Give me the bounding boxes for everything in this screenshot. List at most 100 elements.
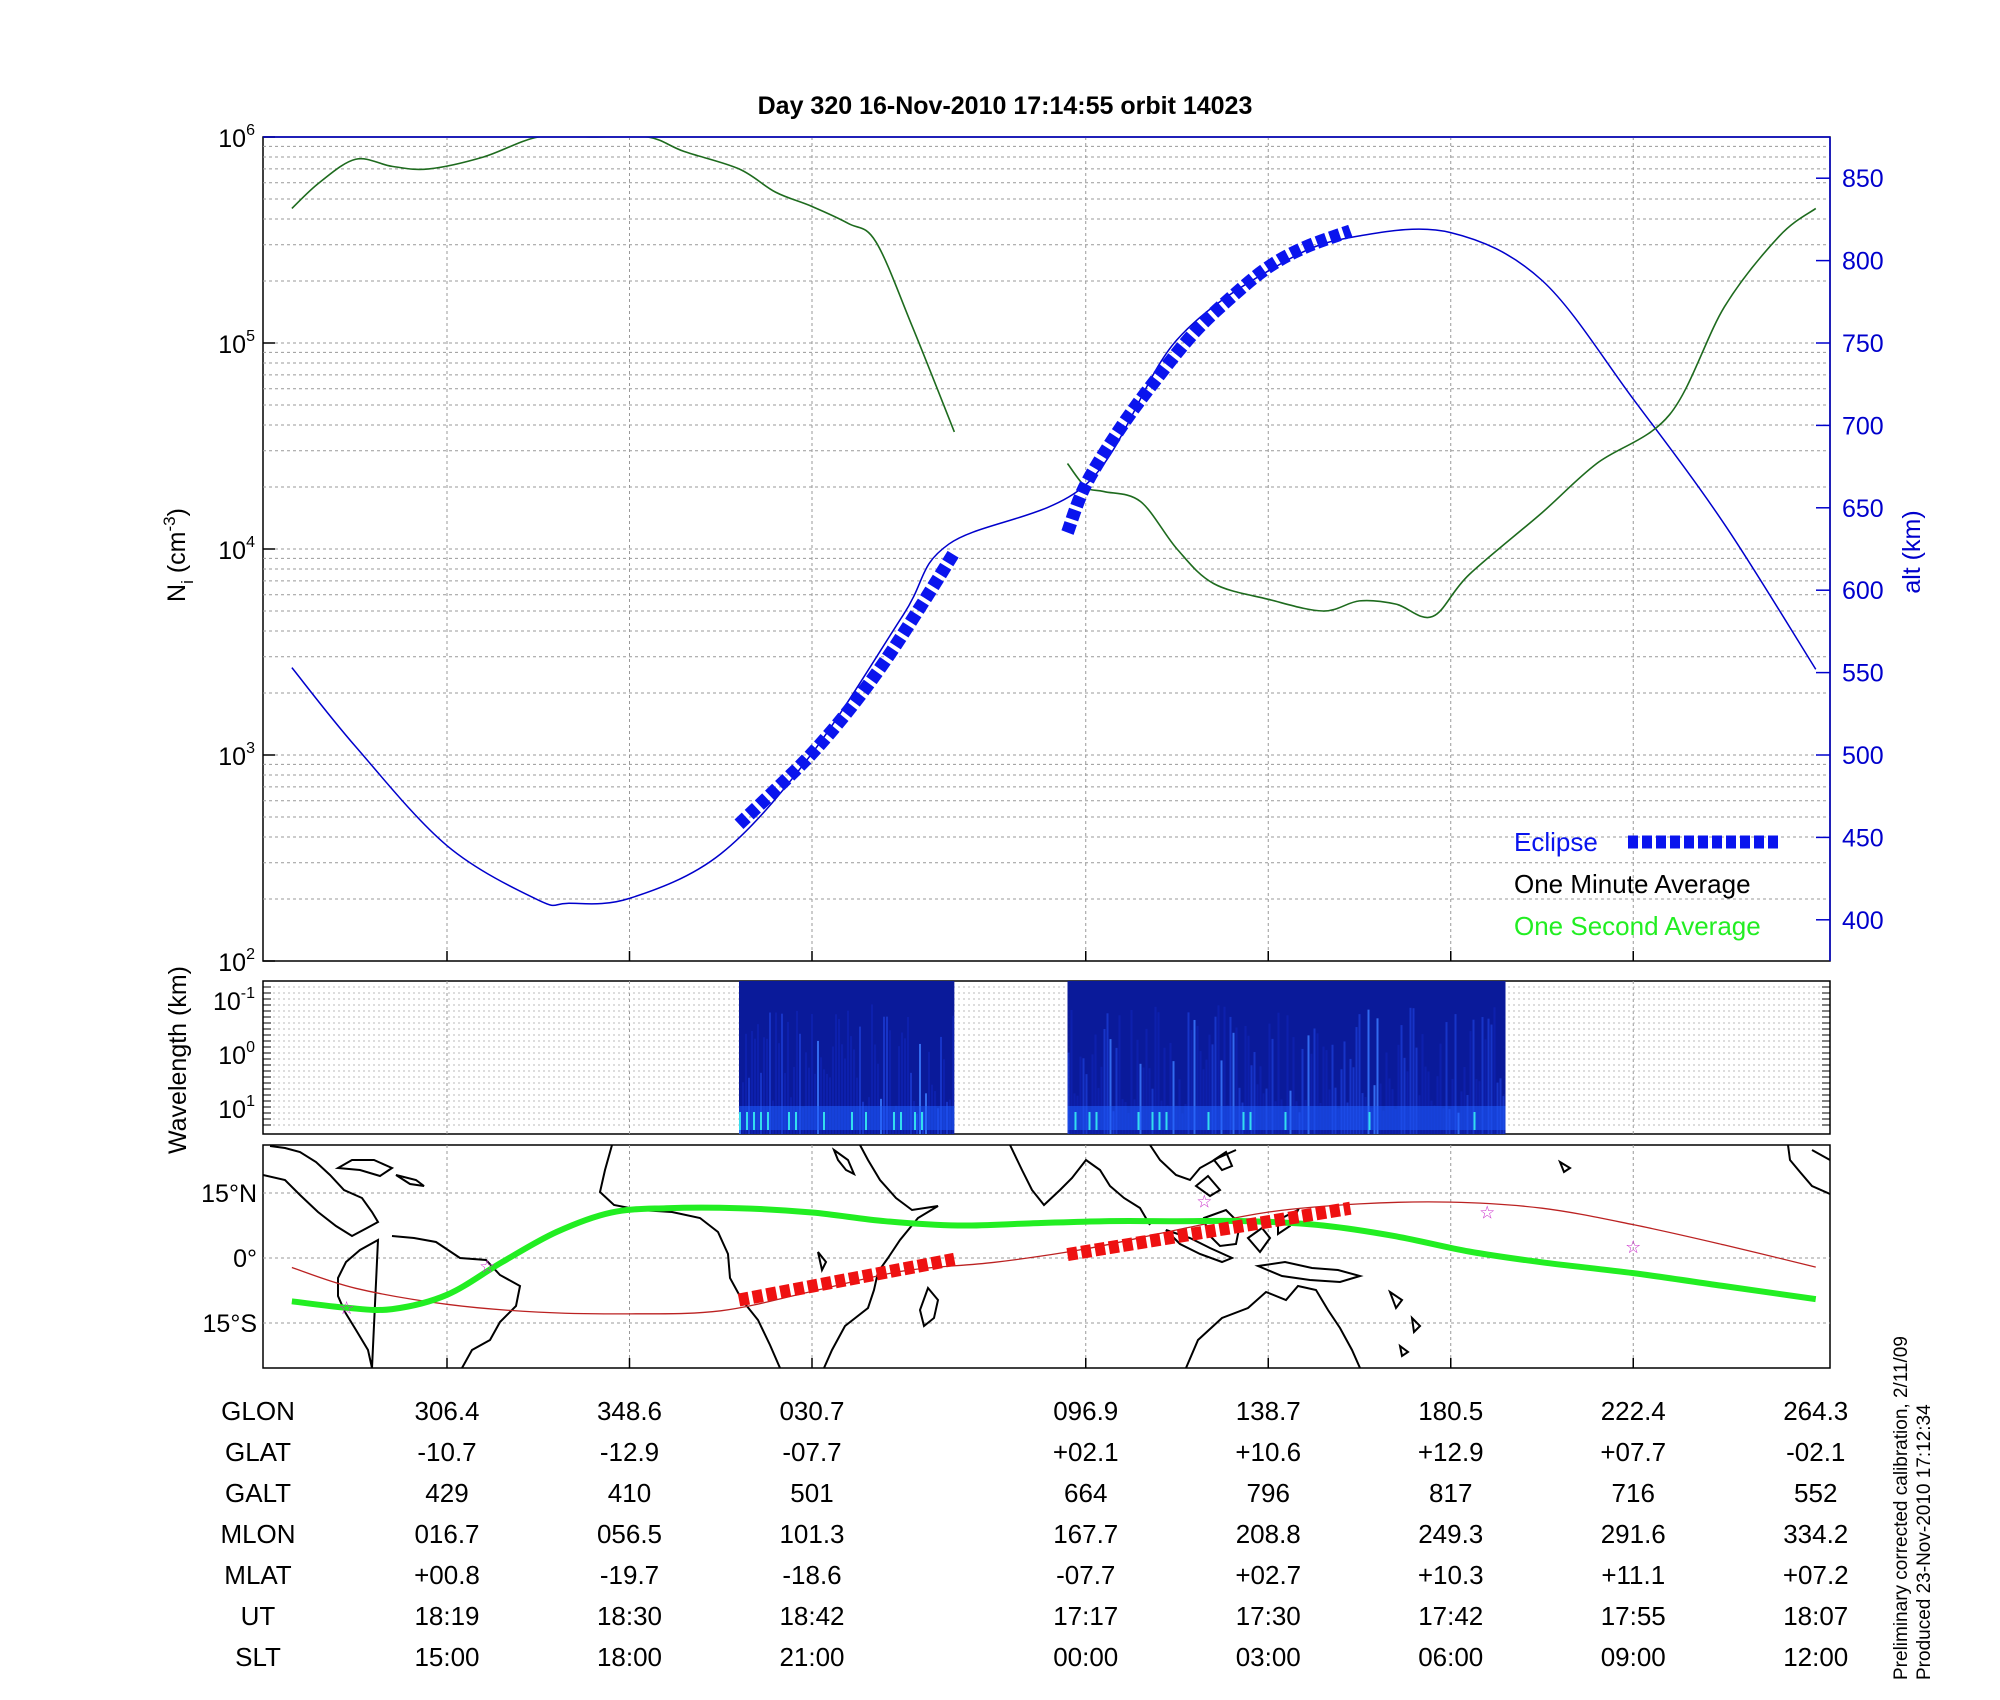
spec-streak — [835, 1014, 837, 1134]
y-tick-label: 105 — [218, 328, 255, 359]
spec-streak — [1385, 1052, 1388, 1134]
table-cell: 222.4 — [1601, 1396, 1666, 1426]
calibration-note-line1: Preliminary corrected calibration, 2/11/… — [1891, 1336, 1912, 1680]
table-row-label: GLON — [221, 1396, 295, 1426]
right-y-ticks: 400 450 500 550 600 650 700 750 800 850 — [1816, 165, 1884, 935]
spec-streak — [1217, 1005, 1220, 1134]
spec-streak — [1103, 1028, 1106, 1134]
calibration-note: Preliminary corrected calibration, 2/11/… — [1890, 1336, 1936, 1680]
spec-bright — [1284, 1112, 1287, 1130]
y-tick-label: 106 — [218, 122, 255, 153]
spec-streak — [853, 1049, 855, 1134]
spec-streak — [823, 1069, 825, 1134]
spec-streak — [871, 1004, 873, 1134]
spec-streak — [907, 1016, 909, 1134]
spec-streak — [1427, 1071, 1430, 1134]
spec-streak — [1244, 1025, 1247, 1134]
spec-bright — [1158, 1112, 1161, 1130]
table-cell: 180.5 — [1418, 1396, 1483, 1426]
spec-bright — [1088, 1112, 1091, 1130]
spec-streak — [1322, 1046, 1325, 1134]
spec-streak — [796, 1010, 798, 1134]
spec-streak — [1157, 1012, 1160, 1134]
spec-streak — [859, 1026, 861, 1134]
map-lat-label: 15°N — [201, 1180, 257, 1208]
spec-bright — [1207, 1112, 1210, 1130]
table-cell: 17:17 — [1053, 1601, 1118, 1631]
spec-streak — [1454, 1014, 1457, 1134]
spec-streak — [1310, 1053, 1313, 1134]
spec-streak — [919, 1043, 921, 1134]
spec-bright — [865, 1112, 867, 1130]
table-row-label: SLT — [235, 1642, 281, 1672]
map-lat-label: 15°S — [203, 1310, 257, 1338]
coastlines — [263, 1145, 1830, 1368]
spec-streak — [1187, 1012, 1190, 1134]
spec-bright — [1165, 1112, 1168, 1130]
spec-streak — [1340, 1069, 1343, 1134]
table-cell: 334.2 — [1783, 1519, 1848, 1549]
legend-eclipse-label: Eclipse — [1514, 827, 1598, 857]
ion-density-series — [291, 137, 1817, 619]
table-cell: 016.7 — [414, 1519, 479, 1549]
spec-streak — [952, 1015, 954, 1134]
table-cell: 429 — [425, 1478, 468, 1508]
y2-axis-label: alt (km) — [1898, 510, 1926, 593]
legend-minute-label: One Minute Average — [1514, 869, 1751, 899]
spectrogram-data — [739, 981, 1506, 1134]
y-tick-label: 103 — [218, 740, 255, 771]
spec-streak — [1376, 1018, 1379, 1134]
spec-streak — [1439, 1043, 1442, 1134]
spec-streak — [1253, 1052, 1256, 1134]
map-lat-label: 0° — [233, 1245, 257, 1273]
spec-streak — [943, 1059, 945, 1134]
spec-streak — [1148, 1068, 1151, 1134]
spec-streak — [811, 1014, 813, 1134]
table-cell: 17:42 — [1418, 1601, 1483, 1631]
table-cell: -12.9 — [600, 1437, 659, 1467]
table-cell: 15:00 — [414, 1642, 479, 1672]
minute-track — [291, 1201, 1816, 1315]
spec-bright — [1137, 1112, 1140, 1130]
table-cell: 348.6 — [597, 1396, 662, 1426]
table-cell: 056.5 — [597, 1519, 662, 1549]
spec-streak — [1490, 1024, 1493, 1134]
spec-streak — [778, 1043, 780, 1134]
altitude-series — [291, 228, 1817, 907]
spec-bright — [1473, 1112, 1476, 1130]
top-grid — [263, 137, 1830, 961]
spec-streak — [1199, 1051, 1202, 1134]
spec-streak — [1424, 1066, 1427, 1134]
spec-bright — [1151, 1112, 1154, 1130]
spec-streak — [850, 1036, 852, 1134]
ground-track-panel: ☆ ☆ ☆ ☆ ☆ 15°N 0° 15°S — [201, 1144, 1831, 1369]
table-cell: -18.6 — [782, 1560, 841, 1590]
table-cell: 796 — [1247, 1478, 1290, 1508]
spec-streak — [1484, 1039, 1487, 1134]
spec-streak — [1412, 1008, 1415, 1134]
spec-streak — [904, 1038, 906, 1134]
spec-streak — [1190, 1029, 1193, 1134]
spec-streak — [1469, 1031, 1472, 1134]
spec-streak — [910, 1072, 912, 1134]
spec-streak — [1154, 1006, 1157, 1134]
spec-streak — [817, 1040, 819, 1134]
y2-tick-label: 700 — [1842, 412, 1884, 440]
spec-streak — [1400, 1025, 1403, 1134]
spec-streak — [1409, 1007, 1412, 1134]
spec-streak — [808, 1067, 810, 1134]
spec-streak — [856, 1077, 858, 1134]
table-cell: 167.7 — [1053, 1519, 1118, 1549]
ground-tracks: ☆ ☆ ☆ ☆ ☆ — [291, 1192, 1817, 1319]
spec-bright — [900, 1112, 902, 1130]
spec-streak — [799, 1033, 801, 1134]
star-marker: ☆ — [479, 1257, 495, 1278]
table-cell: 18:30 — [597, 1601, 662, 1631]
spec-streak — [877, 1063, 879, 1134]
table-cell: 18:00 — [597, 1642, 662, 1672]
plot-area — [262, 136, 1831, 962]
spec-streak — [886, 1016, 888, 1134]
spec-streak — [844, 1058, 846, 1134]
spec-streak — [1352, 1067, 1355, 1134]
